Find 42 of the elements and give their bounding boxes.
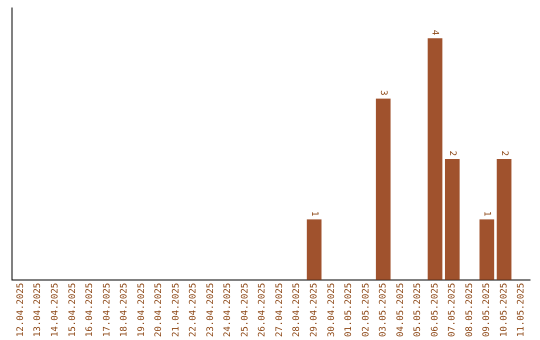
x-tick-label: 08.05.2025: [464, 282, 475, 338]
data-label: 2: [446, 150, 457, 156]
bar: [444, 159, 460, 280]
x-tick-label: 11.05.2025: [516, 282, 527, 338]
x-tick-label: 13.04.2025: [33, 282, 44, 338]
x-tick-label: 01.05.2025: [344, 282, 354, 338]
x-tick-label: 28.04.2025: [292, 282, 302, 338]
data-label: 2: [498, 150, 509, 156]
bar: [428, 38, 442, 280]
data-label: 3: [378, 90, 388, 96]
bar: [306, 219, 322, 280]
x-tick-label: 17.04.2025: [102, 282, 112, 338]
x-tick-label: 22.04.2025: [188, 282, 199, 338]
x-tick-label: 30.04.2025: [326, 282, 337, 338]
x-tick-label: 23.04.2025: [206, 282, 216, 338]
x-tick-label: 18.04.2025: [120, 282, 130, 338]
x-tick-label: 03.05.2025: [378, 282, 389, 338]
x-tick-label: 04.05.2025: [396, 282, 406, 338]
x-tick-label: 07.05.2025: [448, 282, 458, 338]
x-tick-label: 09.05.2025: [482, 282, 492, 338]
x-tick-label: 20.04.2025: [154, 282, 164, 338]
bar: [496, 159, 512, 280]
x-tick-label: 10.05.2025: [499, 282, 510, 338]
x-tick-label: 16.04.2025: [85, 282, 96, 338]
data-label: 1: [308, 210, 319, 216]
x-tick-label: 15.04.2025: [68, 282, 78, 338]
x-tick-label: 02.05.2025: [361, 282, 372, 338]
x-tick-label: 26.04.2025: [258, 282, 268, 338]
data-label: 1: [481, 210, 492, 216]
x-tick-label: 27.04.2025: [274, 282, 285, 338]
x-tick-label: 14.04.2025: [50, 282, 61, 338]
data-label: 4: [430, 30, 440, 36]
x-tick-label: 25.04.2025: [240, 282, 250, 338]
x-tick-label: 24.04.2025: [223, 282, 234, 338]
x-tick-label: 21.04.2025: [171, 282, 182, 338]
x-tick-label: 05.05.2025: [413, 282, 424, 338]
x-tick-label: 19.04.2025: [136, 282, 147, 338]
x-tick-label: 06.05.2025: [430, 282, 440, 338]
x-tick-label: 29.04.2025: [310, 282, 320, 338]
bar: [479, 219, 494, 280]
bar: [376, 98, 391, 280]
x-tick-label: 12.04.2025: [16, 282, 26, 338]
